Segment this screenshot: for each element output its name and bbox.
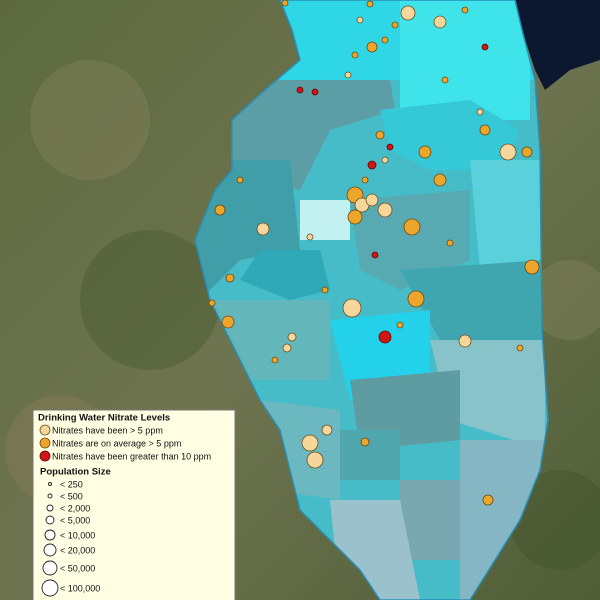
size-label: < 250 <box>60 479 83 489</box>
site <box>516 344 524 352</box>
size-label: < 50,000 <box>60 563 95 573</box>
size-label: < 100,000 <box>60 583 100 593</box>
size-symbol <box>44 529 56 541</box>
site <box>365 193 379 207</box>
site <box>287 332 297 342</box>
site <box>446 239 454 247</box>
size-symbol <box>43 543 57 557</box>
sites <box>208 0 540 506</box>
site <box>236 176 244 184</box>
site <box>461 6 469 14</box>
site <box>282 343 292 353</box>
site <box>366 0 374 8</box>
size-symbol <box>48 482 52 486</box>
legend-symbol <box>39 437 51 449</box>
site <box>521 146 533 158</box>
site <box>306 451 324 469</box>
size-title: Population Size <box>40 467 111 478</box>
site <box>378 330 392 344</box>
site <box>296 86 304 94</box>
site <box>321 286 329 294</box>
site <box>311 88 319 96</box>
site <box>371 251 379 259</box>
site <box>214 204 226 216</box>
size-symbol <box>42 560 58 576</box>
site <box>433 15 447 29</box>
site <box>344 71 352 79</box>
site <box>366 41 378 53</box>
site <box>481 43 489 51</box>
site <box>375 130 385 140</box>
size-symbol <box>45 515 55 525</box>
site <box>441 76 449 84</box>
site <box>499 143 517 161</box>
site <box>360 437 370 447</box>
site <box>281 0 289 7</box>
size-label: < 10,000 <box>60 530 95 540</box>
site <box>403 218 421 236</box>
site <box>306 233 314 241</box>
site <box>396 321 404 329</box>
site <box>418 145 432 159</box>
legend-symbol <box>39 450 51 462</box>
site <box>479 124 491 136</box>
size-symbol <box>41 579 59 597</box>
site <box>407 290 425 308</box>
size-label: < 5,000 <box>60 515 90 525</box>
site <box>256 222 270 236</box>
site <box>221 315 235 329</box>
site <box>377 202 393 218</box>
terrain <box>5 60 600 570</box>
site <box>386 143 394 151</box>
legend-label: Nitrates have been > 5 ppm <box>52 425 163 435</box>
site <box>301 434 319 452</box>
site <box>367 160 377 170</box>
site <box>351 51 359 59</box>
site <box>208 299 216 307</box>
site <box>524 259 540 275</box>
site <box>458 334 472 348</box>
lake-michigan <box>505 0 600 90</box>
site <box>321 424 333 436</box>
size-label: < 500 <box>60 491 83 501</box>
legend-title: Drinking Water Nitrate Levels <box>38 413 170 424</box>
site <box>381 156 389 164</box>
legend-box <box>32 409 236 600</box>
site <box>433 173 447 187</box>
site <box>476 108 484 116</box>
site <box>391 21 399 29</box>
site <box>225 273 235 283</box>
size-symbol <box>47 493 53 499</box>
size-label: < 20,000 <box>60 545 95 555</box>
site <box>482 494 494 506</box>
size-symbol <box>46 504 54 512</box>
legend-symbol <box>39 424 51 436</box>
site <box>271 356 279 364</box>
site <box>361 176 369 184</box>
site <box>400 5 416 21</box>
legend-label: Nitrates have been greater than 10 ppm <box>52 451 211 461</box>
legend: Drinking Water Nitrate Levels Nitrates h… <box>32 409 236 600</box>
legend-label: Nitrates are on average > 5 ppm <box>52 438 181 448</box>
site <box>342 298 362 318</box>
site <box>356 16 364 24</box>
site <box>381 36 389 44</box>
site <box>347 209 363 225</box>
size-label: < 2,000 <box>60 503 90 513</box>
